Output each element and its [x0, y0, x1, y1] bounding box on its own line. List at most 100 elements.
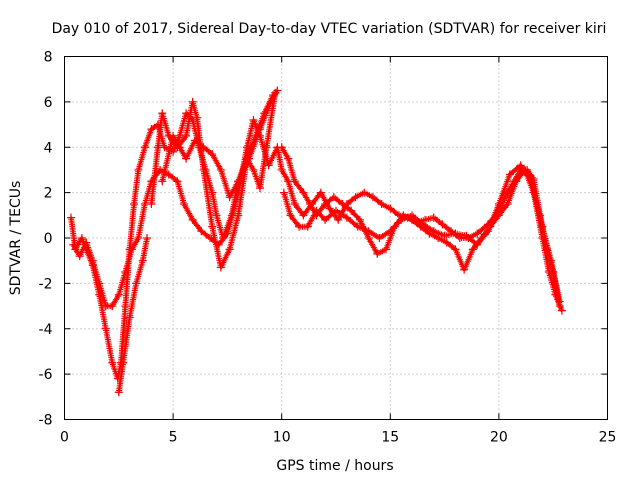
- data-point: [125, 313, 134, 322]
- data-point: [121, 268, 130, 277]
- y-tick-label: -2: [39, 276, 53, 292]
- data-point: [249, 165, 258, 174]
- data-point: [223, 229, 232, 238]
- data-point: [242, 154, 251, 163]
- data-point: [164, 131, 173, 140]
- data-point: [408, 211, 417, 220]
- data-point: [429, 227, 438, 236]
- data-point: [462, 231, 471, 240]
- data-point: [505, 170, 514, 179]
- data-point: [173, 143, 182, 152]
- data-point: [325, 204, 334, 213]
- data-point: [342, 213, 351, 222]
- data-point: [69, 240, 78, 249]
- data-point: [440, 231, 449, 240]
- x-axis-label: GPS time / hours: [276, 458, 393, 474]
- data-point: [484, 227, 493, 236]
- data-point: [143, 234, 152, 242]
- data-point: [121, 302, 130, 311]
- data-point: [208, 150, 217, 159]
- grid: [64, 56, 608, 420]
- data-point: [312, 206, 321, 215]
- x-tick-label: 25: [599, 430, 617, 446]
- y-tick-label: 6: [44, 95, 53, 111]
- data-point: [277, 165, 286, 174]
- data-point: [421, 215, 430, 224]
- data-point: [364, 234, 373, 242]
- y-tick-label: -4: [39, 322, 53, 338]
- data-point: [67, 213, 76, 222]
- x-tick-label: 20: [490, 430, 508, 446]
- data-point: [147, 199, 156, 208]
- data-point: [77, 234, 86, 242]
- data-point: [316, 188, 325, 197]
- data-point: [386, 204, 395, 213]
- series-plus-markers: [280, 162, 563, 305]
- data-point: [353, 222, 362, 231]
- data-point: [101, 324, 110, 333]
- data-point: [451, 245, 460, 254]
- data-point: [503, 188, 512, 197]
- data-point: [134, 165, 143, 174]
- data-point: [355, 215, 364, 224]
- data-point: [269, 91, 278, 100]
- data-point: [527, 177, 536, 186]
- data-point: [290, 177, 299, 186]
- data-point: [179, 199, 188, 208]
- data-point: [381, 245, 390, 254]
- data-point: [451, 229, 460, 238]
- data-point: [494, 211, 503, 220]
- data-point: [538, 222, 547, 231]
- series-track-d: [114, 234, 152, 397]
- data-point: [375, 234, 384, 242]
- data-point: [332, 206, 340, 215]
- data-point: [334, 215, 343, 224]
- data-point: [557, 306, 566, 315]
- data-point: [234, 211, 243, 220]
- x-tick-label: 15: [381, 430, 399, 446]
- data-point: [516, 161, 525, 170]
- data-point: [182, 131, 191, 140]
- data-point: [206, 234, 215, 242]
- data-point: [290, 199, 299, 208]
- data-point: [377, 199, 386, 208]
- x-tick-label: 5: [169, 430, 178, 446]
- data-point: [286, 211, 295, 220]
- data-point: [132, 279, 141, 288]
- data-point: [138, 256, 147, 265]
- data-point: [114, 290, 123, 299]
- data-point: [429, 213, 438, 222]
- data-point: [75, 252, 84, 261]
- data-point: [503, 199, 512, 208]
- data-point: [368, 193, 377, 202]
- series-track-e: [147, 91, 278, 272]
- x-tick-label: 0: [60, 430, 69, 446]
- data-point: [173, 177, 182, 186]
- y-tick-label: -6: [39, 367, 53, 383]
- data-point: [242, 143, 251, 152]
- data-point: [208, 222, 217, 231]
- data-point: [299, 211, 308, 220]
- data-point: [460, 265, 469, 274]
- data-point: [442, 238, 451, 247]
- data-point: [212, 211, 221, 220]
- data-point: [147, 125, 156, 134]
- data-point: [249, 116, 258, 125]
- y-tick-label: 2: [44, 186, 53, 202]
- data-point: [512, 177, 521, 186]
- data-point: [192, 113, 201, 122]
- data-point: [277, 143, 286, 152]
- chart-title: Day 010 of 2017, Sidereal Day-to-day VTE…: [52, 21, 607, 37]
- data-point: [321, 215, 330, 224]
- data-point: [473, 229, 482, 238]
- data-point: [225, 193, 234, 202]
- y-tick-label: 8: [44, 50, 53, 66]
- data-point: [273, 86, 282, 95]
- data-point: [260, 109, 269, 118]
- data-point: [182, 109, 191, 118]
- data-point: [321, 199, 330, 208]
- data-point: [108, 302, 117, 311]
- data-point: [108, 358, 117, 367]
- series-trace: [282, 164, 561, 303]
